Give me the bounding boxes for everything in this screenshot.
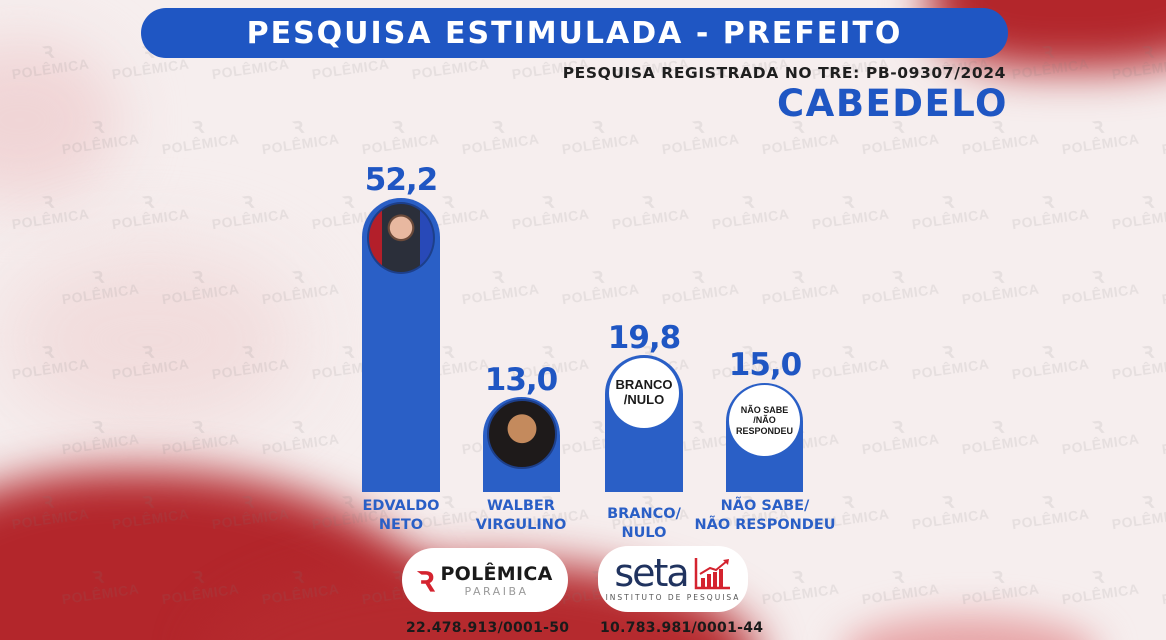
badge-text: NÃO SABE /NÃO RESPONDEU (729, 385, 800, 456)
title-banner: PESQUISA ESTIMULADA - PREFEITO (141, 8, 1008, 58)
cnpj-polemica: 22.478.913/0001-50 (406, 620, 570, 636)
candidate-photo-icon (487, 399, 557, 469)
page-title: PESQUISA ESTIMULADA - PREFEITO (246, 15, 903, 51)
polemica-logo: ꝛ POLÊMICA PARAIBA (402, 548, 568, 612)
badge-text: BRANCO /NULO (609, 358, 679, 428)
bar-label: BRANCO/ NULO (607, 506, 681, 541)
bar-value: 15,0 (728, 347, 803, 383)
cnpj-seta: 10.783.981/0001-44 (600, 620, 764, 636)
background-red-wave (0, 470, 440, 640)
bar-value: 13,0 (484, 362, 559, 398)
polemica-logo-icon: ꝛ (417, 559, 435, 600)
seta-chart-icon (694, 558, 730, 590)
candidate-photo-icon (367, 202, 435, 274)
registry-number: PESQUISA REGISTRADA NO TRE: PB-09307/202… (562, 64, 1006, 82)
seta-logo: seta INSTITUTO DE PESQUISA (598, 546, 748, 612)
city-name: CABEDELO (777, 82, 1008, 125)
background-highlight (0, 40, 120, 200)
bar-label: WALBER VIRGULINO (475, 498, 567, 533)
background-highlight (0, 250, 300, 430)
bar-label: EDVALDO NETO (362, 498, 440, 533)
bar-value: 52,2 (364, 162, 439, 198)
background-red-wave (840, 615, 1100, 640)
bar-label: NÃO SABE/ NÃO RESPONDEU (694, 498, 836, 533)
bar-value: 19,8 (607, 320, 682, 356)
